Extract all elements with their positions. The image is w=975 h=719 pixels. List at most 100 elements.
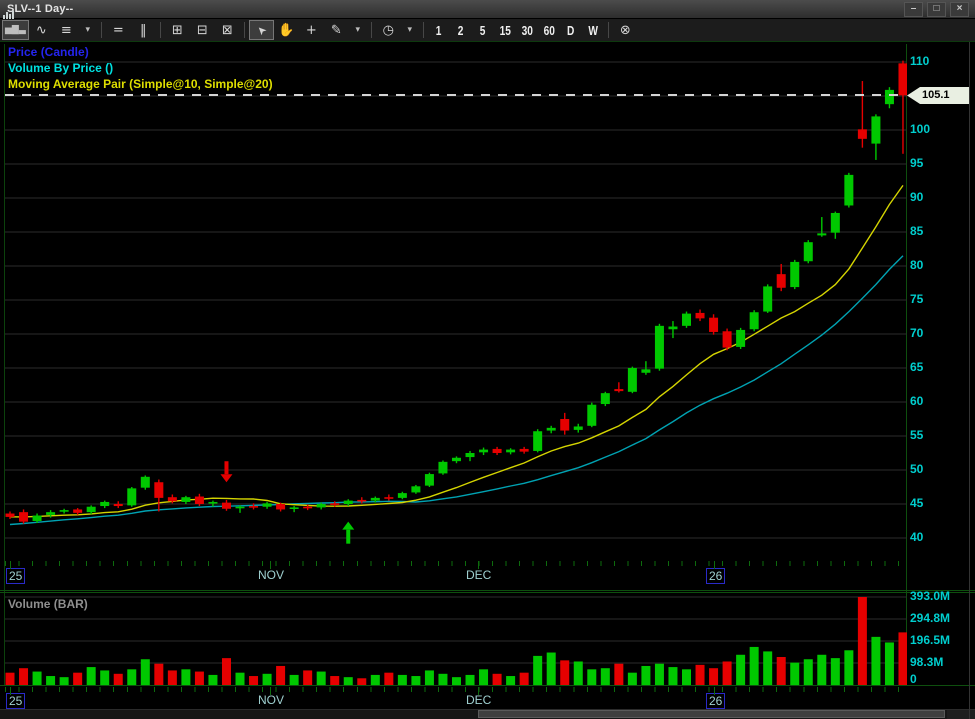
restore-panel-button[interactable]: ⊟ — [196, 22, 208, 38]
volume-tick-label: 196.5M — [910, 633, 951, 647]
legend-price[interactable]: Price (Candle) — [8, 45, 89, 59]
timeframe-30min-button[interactable]: 30 — [521, 22, 533, 38]
draw-pencil-button[interactable]: ✎ — [330, 22, 342, 38]
panel-separator-line — [0, 590, 975, 591]
window-right-edge — [969, 18, 970, 719]
toolbar-separator — [100, 22, 102, 38]
timeframe-5min-button[interactable]: 5 — [479, 22, 486, 38]
date-label-dec: DEC — [466, 568, 492, 582]
price-tick-label: 90 — [910, 190, 924, 204]
major-tick — [714, 687, 715, 695]
major-tick — [10, 561, 11, 569]
volume-bars-layer — [5, 597, 907, 685]
signal-markers — [220, 461, 355, 544]
close-button[interactable]: × — [950, 1, 969, 17]
chart-type-dropdown[interactable]: ▾ — [85, 24, 91, 35]
toolbar-separator — [243, 22, 245, 38]
horizontal-scrollbar-thumb[interactable] — [478, 710, 945, 718]
horizontal-line-tool-button[interactable]: = — [112, 22, 124, 38]
legend-volume-by-price[interactable]: Volume By Price () — [8, 61, 114, 75]
timeframe-2min-button[interactable]: 2 — [457, 22, 464, 38]
timeframe-60min-button[interactable]: 60 — [543, 22, 555, 38]
toolbar-separator — [422, 22, 424, 38]
volume-gridlines — [5, 596, 907, 664]
price-tick-label: 70 — [910, 326, 924, 340]
price-tick-label: 60 — [910, 394, 924, 408]
close-chart-button[interactable]: ⊗ — [619, 22, 631, 38]
ma10-line — [9, 184, 904, 518]
window-title: SLV--1 Day-- — [7, 3, 74, 15]
last-price-tag: 105.1 — [907, 87, 969, 104]
chart-type-button[interactable]: ▅▇▃ — [2, 20, 29, 40]
studies-list-button[interactable]: ≡ — [60, 22, 72, 38]
volume-panel-bottom-border — [0, 685, 975, 686]
date-label-nov: NOV — [258, 568, 285, 582]
maximize-button[interactable]: □ — [927, 1, 946, 17]
volume-tick-label: 0 — [910, 672, 917, 686]
chart-legend: Price (Candle) Volume By Price () Moving… — [8, 44, 273, 92]
price-tick-label: 40 — [910, 530, 924, 544]
pan-hand-button[interactable]: ✋ — [278, 22, 295, 38]
toolbar-separator — [607, 22, 609, 38]
price-chart-canvas[interactable] — [5, 44, 907, 560]
price-tick-label: 55 — [910, 428, 924, 442]
vertical-line-tool-button[interactable]: ‖ — [140, 22, 147, 38]
major-tick — [270, 687, 271, 695]
date-label-26: 26 — [706, 568, 726, 584]
timeframe-1min-button[interactable]: 1 — [435, 22, 442, 38]
price-tick-label: 50 — [910, 462, 924, 476]
date-ticks-main — [5, 561, 907, 566]
cursor-arrow-button[interactable]: ➤ — [248, 20, 274, 40]
volume-tick-label: 294.8M — [910, 610, 951, 625]
title-bar: SLV--1 Day-- – □ × — [0, 0, 975, 22]
major-tick — [714, 561, 715, 569]
price-tick-label: 95 — [910, 156, 924, 170]
price-tick-label: 65 — [910, 360, 924, 374]
date-label-25: 25 — [6, 568, 26, 584]
price-gridlines — [5, 61, 907, 539]
date-label-26: 26 — [706, 693, 726, 709]
plot-left-border — [4, 44, 5, 686]
date-label-dec: DEC — [466, 693, 492, 707]
last-price-dashed-line — [5, 94, 905, 96]
time-interval-button[interactable]: ◷ — [382, 22, 394, 38]
major-tick — [270, 561, 271, 569]
timeframe-day-button[interactable]: D — [567, 22, 575, 38]
indicator-wave-button[interactable]: ∿ — [35, 22, 47, 38]
candles-layer — [5, 60, 907, 524]
sell-arrow-icon — [220, 474, 233, 483]
date-label-25: 25 — [6, 693, 26, 709]
legend-moving-average-pair[interactable]: Moving Average Pair (Simple@10, Simple@2… — [8, 77, 273, 91]
date-label-nov: NOV — [258, 693, 285, 707]
maximize-panel-button[interactable]: ⊞ — [171, 22, 183, 38]
time-interval-dropdown[interactable]: ▾ — [407, 24, 413, 35]
toolbar-separator — [159, 22, 161, 38]
buy-arrow-icon — [342, 521, 355, 530]
price-tick-label: 100 — [910, 122, 931, 136]
price-tick-label: 80 — [910, 258, 924, 272]
toolbar-separator — [370, 22, 372, 38]
price-tick-label: 45 — [910, 496, 924, 510]
major-tick — [10, 687, 11, 695]
price-tick-label: 75 — [910, 292, 924, 306]
price-tick-label: 110 — [910, 54, 930, 68]
timeframe-15min-button[interactable]: 15 — [499, 22, 511, 38]
volume-tick-label: 393.0M — [910, 589, 951, 603]
plot-right-border — [906, 44, 907, 686]
major-tick — [478, 561, 479, 569]
toolbar: ▅▇▃ ∿ ≡ ▾ = ‖ ⊞ ⊟ ⊠ ➤ ✋ + ✎ ▾ ◷ ▾ 1 2 5 15 30 60 D W ⊗ — [0, 19, 975, 42]
scrollbar-corner — [947, 710, 975, 719]
timeframe-week-button[interactable]: W — [587, 22, 598, 38]
volume-panel-title: Volume (BAR) — [8, 597, 88, 611]
crosshair-button[interactable]: + — [305, 22, 317, 38]
window-controls: – □ × — [904, 1, 975, 17]
draw-tools-dropdown[interactable]: ▾ — [355, 24, 361, 35]
close-panel-button[interactable]: ⊠ — [221, 22, 233, 38]
minimize-button[interactable]: – — [904, 1, 923, 17]
major-tick — [478, 687, 479, 695]
date-ticks-volume — [5, 687, 907, 692]
volume-tick-label: 98.3M — [910, 654, 944, 669]
volume-panel-top-border — [0, 592, 975, 593]
price-tick-label: 85 — [910, 224, 924, 238]
volume-chart-canvas[interactable] — [5, 593, 907, 685]
